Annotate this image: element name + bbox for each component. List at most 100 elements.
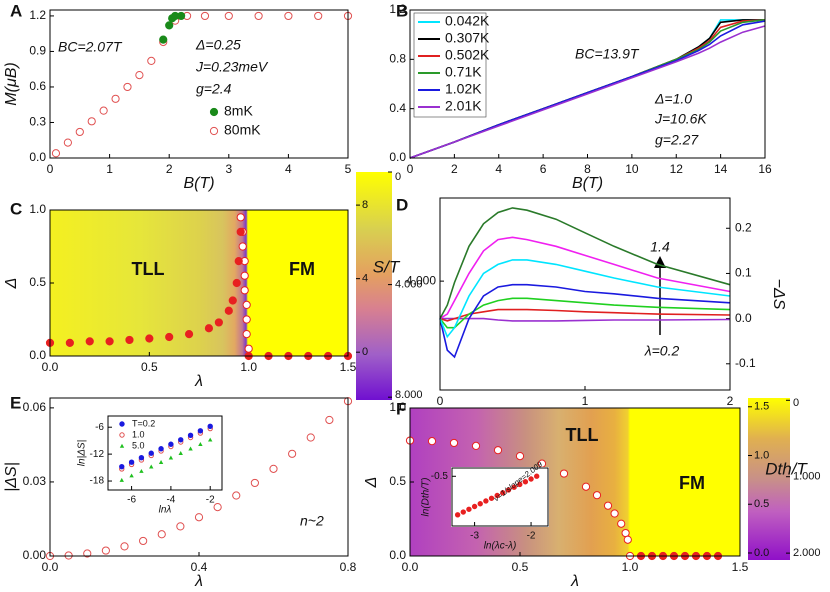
point (158, 459, 164, 464)
x-tick-label: 12 (670, 162, 684, 176)
point (242, 315, 251, 324)
point (145, 334, 154, 343)
point (232, 491, 241, 500)
point (610, 509, 619, 518)
x-tick-label: 1.0 (240, 360, 257, 374)
annotation: BC=13.9T (575, 46, 640, 62)
point (120, 542, 129, 551)
point (494, 492, 500, 499)
point (139, 536, 148, 546)
x-tick-label: 3 (225, 162, 232, 176)
point (522, 479, 529, 485)
legend-label: 8mK (224, 103, 253, 119)
x-tick-label: 8 (584, 162, 591, 176)
colorbar-label: S/T (373, 257, 401, 276)
x-tick-label: -2 (206, 495, 215, 506)
x-tick-label: -3 (470, 531, 479, 542)
y-tick-label: 0.06 (23, 400, 47, 414)
point (157, 530, 166, 539)
point (454, 512, 461, 518)
point (75, 127, 84, 137)
point (125, 335, 134, 345)
panel-letter: F (396, 399, 406, 418)
legend-box (413, 12, 487, 118)
point (135, 71, 144, 80)
y-tick-label: 1.2 (389, 2, 406, 16)
colorbar-tick-label: 8 (362, 199, 368, 211)
contour-field (50, 210, 348, 356)
x-tick-label: 14 (714, 162, 728, 176)
plot-frame (439, 197, 731, 391)
legend-swatch (119, 432, 125, 438)
annotation: TLL (132, 259, 165, 279)
y-tick-label: 1.0 (29, 202, 46, 216)
legend-label: 2.01K (445, 98, 482, 114)
x-tick-label: 0.0 (42, 560, 59, 574)
y-tick-label: -0.5 (431, 471, 449, 482)
point (187, 432, 194, 438)
point (471, 503, 478, 510)
y-tick-label: -12 (90, 449, 105, 460)
annotation: g=2.4 (196, 81, 232, 97)
x-axis-label: ln(λc-λ) (484, 541, 517, 552)
point (488, 495, 495, 501)
point (284, 11, 293, 21)
point (269, 464, 278, 473)
point (65, 338, 74, 347)
point (176, 522, 185, 531)
annotation: g=2.27 (655, 132, 699, 148)
x-axis-label: B(T) (572, 175, 603, 192)
y-axis-label: ln|ΔS| (77, 440, 88, 466)
x-tick-label: 1 (106, 162, 113, 176)
colorbar-tick-label: 1.000 (793, 471, 821, 483)
legend-label: 1.0 (132, 429, 145, 439)
point (138, 455, 145, 461)
y-axis-label: Δ (3, 278, 20, 290)
plot-frame (49, 9, 349, 159)
x-axis-label: λ (194, 373, 203, 390)
annotation: BC=2.07T (58, 39, 123, 55)
colorbar (748, 398, 790, 560)
plot-frame (409, 9, 766, 159)
point (87, 117, 96, 126)
point (581, 482, 591, 491)
legend-label: 5.0 (132, 440, 145, 450)
colorbar-tick-label: 0 (362, 346, 368, 358)
point (236, 227, 245, 236)
colorbar-tick-label: 1.5 (754, 401, 769, 413)
y-tick-label: 0.0 (389, 150, 406, 164)
point (559, 469, 569, 478)
point (460, 509, 466, 515)
x-axis-label: B(T) (183, 175, 214, 192)
x-tick-label: 1.5 (340, 360, 357, 374)
x-tick-label: 10 (625, 162, 639, 176)
y2-tick-label: 0.1 (735, 266, 752, 280)
x-axis-label: λ (570, 573, 579, 590)
point (224, 11, 233, 21)
y-tick-label: 0.03 (23, 474, 47, 488)
x-tick-label: -4 (166, 495, 175, 506)
legend-swatch (119, 443, 125, 448)
colorbar-tick-label: 8.000 (395, 389, 423, 401)
annotation: Δ=0.25 (195, 37, 241, 53)
y-tick-label: 0.5 (389, 474, 406, 488)
legend-label: 0.502K (445, 47, 490, 63)
point (168, 441, 174, 447)
point (105, 337, 114, 346)
colorbar-tick-label: 0 (395, 171, 401, 183)
point (238, 242, 247, 251)
point (85, 337, 94, 346)
panel-letter: C (10, 199, 22, 218)
point (517, 481, 523, 488)
x-tick-label: 6 (540, 162, 547, 176)
point (123, 82, 132, 92)
colorbar-tick-label: 0.5 (754, 498, 769, 510)
plot-frame (451, 467, 549, 527)
y-tick-label: -6 (95, 422, 104, 433)
annotation: FM (289, 259, 315, 279)
point (178, 437, 184, 443)
colorbar-label: Dth/T (765, 459, 808, 478)
point (101, 546, 110, 555)
legend-label: 80mK (224, 122, 261, 138)
x-tick-label: 16 (758, 162, 772, 176)
